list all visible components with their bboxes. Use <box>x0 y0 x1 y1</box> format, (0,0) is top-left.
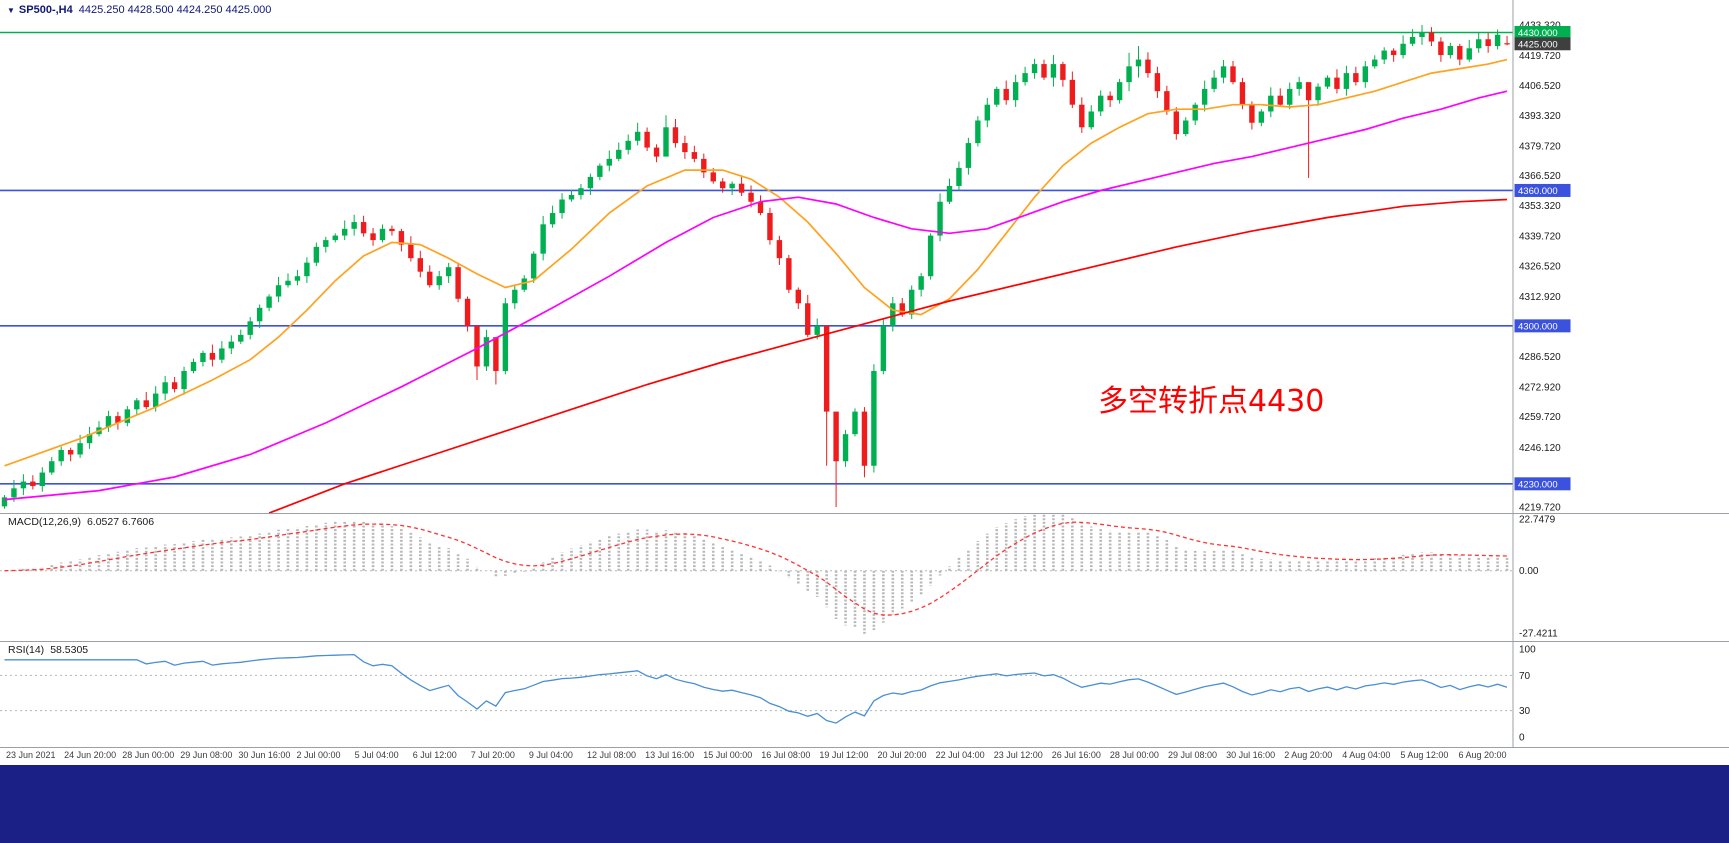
rsi-value: 58.5305 <box>50 644 89 656</box>
axis-tick-label: 4259.720 <box>1519 412 1561 423</box>
symbol-period-label: SP500-,H4 <box>18 4 73 16</box>
rsi-indicator-label: RSI(14) 58.5305 <box>8 644 88 656</box>
rsi-title: RSI(14) <box>8 644 45 656</box>
time-label: 24 Jun 20:00 <box>64 750 117 760</box>
time-label: 22 Jul 04:00 <box>935 750 985 760</box>
time-label: 2 Jul 00:00 <box>296 750 341 760</box>
symbol-dropdown-icon[interactable]: ▼ <box>7 6 15 15</box>
time-label: 15 Jul 00:00 <box>703 750 753 760</box>
price-badge <box>1514 319 1571 333</box>
axis-tick-label: 4300.000 <box>1518 321 1558 332</box>
axis-tick-label: 100 <box>1519 645 1536 656</box>
time-label: 6 Aug 20:00 <box>1458 750 1507 760</box>
rsi-chart-canvas[interactable]: 100 70 30 0 <box>0 641 1729 747</box>
axis-tick-label: 4219.720 <box>1519 503 1561 513</box>
bottom-taskbar <box>0 765 1729 843</box>
time-label: 7 Jul 20:00 <box>470 750 515 760</box>
axis-tick-label: 4272.920 <box>1519 382 1561 393</box>
time-label: 29 Jun 08:00 <box>180 750 233 760</box>
axis-tick-label: 4360.000 <box>1518 186 1558 197</box>
time-label: 28 Jun 00:00 <box>122 750 175 760</box>
time-label: 16 Jul 08:00 <box>761 750 811 760</box>
time-axis[interactable]: 23 Jun 2021 24 Jun 20:00 28 Jun 00:00 29 Ju… <box>0 747 1729 765</box>
price-badge <box>1514 37 1571 51</box>
price-badge <box>1514 183 1571 197</box>
time-label: 5 Jul 04:00 <box>354 750 399 760</box>
time-label: 30 Jul 16:00 <box>1226 750 1276 760</box>
time-label: 12 Jul 08:00 <box>587 750 637 760</box>
time-label: 23 Jun 2021 <box>6 750 56 760</box>
macd-chart-canvas[interactable]: 22.7479 0.00 -27.4211 <box>0 513 1729 641</box>
ma-fast-orange <box>4 58 1508 467</box>
axis-tick-label: 4230.000 <box>1518 479 1558 490</box>
axis-tick-label: 4339.720 <box>1519 232 1561 243</box>
axis-tick-label: 4246.120 <box>1519 443 1561 454</box>
axis-tick-label: 4425.000 <box>1518 39 1558 50</box>
chart-ohlc-header: ▼ SP500-,H4 4425.250 4428.500 4424.250 442… <box>7 4 271 16</box>
time-label: 9 Jul 04:00 <box>528 750 573 760</box>
macd-indicator-label: MACD(12,26,9) 6.0527 6.7606 <box>8 516 154 528</box>
axis-tick-label: 4286.520 <box>1519 352 1561 363</box>
axis-tick-label: 70 <box>1519 671 1531 682</box>
time-label: 29 Jul 08:00 <box>1168 750 1218 760</box>
time-label: 26 Jul 16:00 <box>1051 750 1101 760</box>
axis-tick-label: -27.4211 <box>1519 629 1558 640</box>
macd-values: 6.0527 6.7606 <box>86 516 155 528</box>
axis-tick-label: 4312.920 <box>1519 292 1561 303</box>
price-badge <box>1514 25 1571 39</box>
candlestick-chart-canvas[interactable]: 4433.3204419.7204406.5204393.3204379.720… <box>0 0 1729 513</box>
axis-tick-label: 22.7479 <box>1519 515 1556 526</box>
rsi-panel[interactable]: 100 70 30 0 RSI(14) 58.5305 <box>0 641 1729 747</box>
macd-signal-line <box>4 521 1508 616</box>
price-badge <box>1514 477 1571 491</box>
panel-separator[interactable] <box>0 641 1729 642</box>
time-label: 2 Aug 20:00 <box>1284 750 1333 760</box>
axis-tick-label: 4430.000 <box>1518 28 1558 39</box>
price-axis-ticks: 4433.3204419.7204406.5204393.3204379.720… <box>1519 21 1561 514</box>
axis-tick-label: 0.00 <box>1519 566 1539 577</box>
candlestick-series <box>1 25 1510 509</box>
macd-panel[interactable]: 22.7479 0.00 -27.4211 MACD(12,26,9) 6.0527 … <box>0 513 1729 641</box>
time-label: 4 Aug 04:00 <box>1342 750 1391 760</box>
axis-tick-label: 30 <box>1519 706 1531 717</box>
macd-histogram <box>12 513 1509 634</box>
axis-tick-label: 4353.320 <box>1519 201 1561 212</box>
time-label: 28 Jul 00:00 <box>1109 750 1159 760</box>
chart-annotation-text[interactable]: 多空转折点4430 <box>1098 384 1325 419</box>
ohlc-readout: 4425.250 4428.500 4424.250 4425.000 <box>78 4 272 16</box>
price-chart-panel[interactable]: 4433.3204419.7204406.5204393.3204379.720… <box>0 0 1729 513</box>
rsi-line <box>4 653 1508 724</box>
time-label: 13 Jul 16:00 <box>645 750 695 760</box>
time-label: 5 Aug 12:00 <box>1400 750 1449 760</box>
axis-tick-label: 4326.520 <box>1519 262 1561 273</box>
axis-tick-label: 0 <box>1519 733 1525 744</box>
macd-title: MACD(12,26,9) <box>8 516 81 528</box>
axis-tick-label: 4419.720 <box>1519 51 1561 62</box>
axis-tick-label: 4393.320 <box>1519 111 1561 122</box>
panel-separator <box>0 747 1729 748</box>
axis-tick-label: 4366.520 <box>1519 171 1561 182</box>
time-label: 30 Jun 16:00 <box>238 750 291 760</box>
ma-slow-red <box>268 198 1508 513</box>
time-label: 20 Jul 20:00 <box>877 750 927 760</box>
axis-tick-label: 4406.520 <box>1519 81 1561 92</box>
ma-mid-magenta <box>4 90 1508 501</box>
panel-separator[interactable] <box>0 513 1729 514</box>
axis-tick-label: 4379.720 <box>1519 141 1561 152</box>
time-label: 19 Jul 12:00 <box>819 750 869 760</box>
time-label: 23 Jul 12:00 <box>993 750 1043 760</box>
time-label: 6 Jul 12:00 <box>412 750 457 760</box>
